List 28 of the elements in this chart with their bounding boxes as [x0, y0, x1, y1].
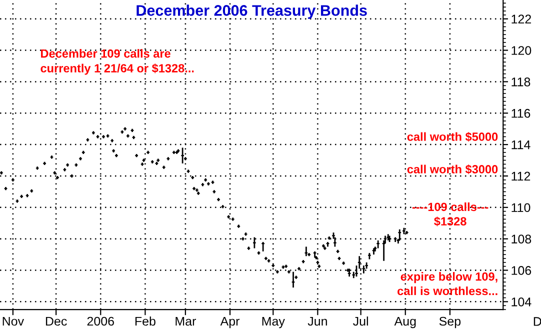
y-tick-label: 114	[512, 140, 530, 150]
x-tick-label: Aug	[394, 316, 416, 328]
x-tick-label: 2006	[87, 316, 114, 326]
annotation: ----109 calls--- $1328	[412, 202, 488, 226]
chart-title: December 2006 Treasury Bonds	[136, 4, 367, 19]
y-tick-label: 106	[512, 266, 532, 275]
y-tick-label: 118	[512, 78, 530, 86]
annotation: call worth $5000	[407, 132, 498, 142]
annotation: December 109 calls are currently 1 21/64 or $1328...	[40, 49, 194, 75]
x-tick-label: Nov	[2, 316, 24, 326]
text: D	[534, 317, 541, 326]
x-tick-label: Dec	[46, 316, 67, 326]
x-tick-label: Jul	[353, 316, 368, 326]
y-tick-label: 108	[512, 234, 532, 244]
y-tick-label: 110	[512, 203, 530, 212]
y-tick-label: 116	[512, 108, 530, 118]
x-tick-label: May	[262, 316, 285, 328]
y-tick-label: 104	[512, 297, 532, 306]
x-tick-label: Jun	[308, 316, 327, 326]
x-tick-label: Mar	[176, 316, 196, 326]
x-tick-label: Sep	[439, 316, 461, 328]
y-tick-label: 122	[512, 14, 531, 24]
y-tick-label: 120	[512, 46, 532, 55]
x-tick-label: Apr	[220, 316, 240, 328]
annotation: expire below 109, call is worthless...	[398, 272, 498, 296]
x-tick-label: Feb	[135, 316, 156, 326]
annotation: call worth $3000	[407, 164, 498, 174]
y-tick-label: 112	[512, 172, 530, 181]
